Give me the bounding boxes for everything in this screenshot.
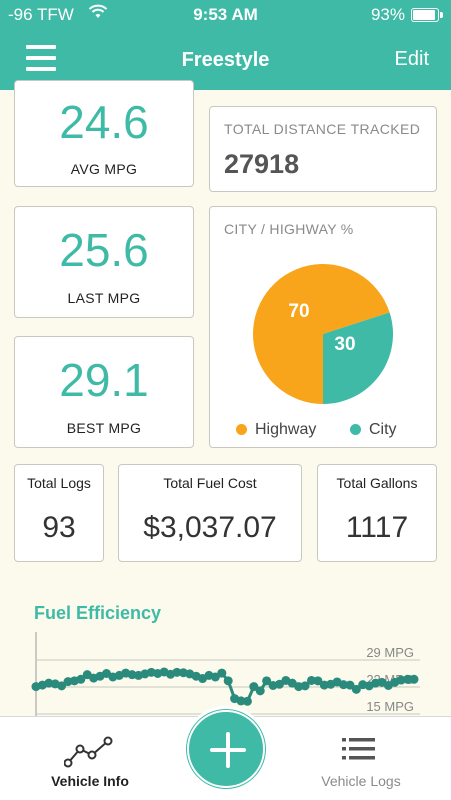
legend-city-dot (350, 424, 361, 436)
total-distance-value: 27918 (224, 149, 300, 179)
carrier-label: -96 TFW (8, 5, 74, 24)
data-point (249, 682, 259, 692)
data-point (306, 675, 316, 685)
best-mpg-card: 29.1 BEST MPG (14, 336, 194, 448)
data-point (313, 676, 323, 686)
total-distance-label: TOTAL DISTANCE TRACKED (224, 121, 421, 137)
total-gallons-value: 1117 (345, 511, 409, 544)
data-point (403, 674, 413, 684)
data-point (262, 676, 272, 686)
data-point (172, 667, 182, 677)
last-mpg-value: 25.6 (59, 224, 149, 276)
data-point (409, 674, 419, 684)
data-point (300, 681, 310, 691)
data-point (76, 674, 86, 684)
pie-highway-pct: 70 (288, 301, 309, 322)
data-point (217, 668, 227, 678)
pie-slice-highway (253, 264, 390, 404)
edit-button[interactable]: Edit (394, 48, 429, 70)
pie-slice-city (323, 312, 393, 404)
battery-percent: 93% (370, 5, 405, 24)
data-point (236, 696, 246, 706)
total-fuel-cost-value: $3,037.07 (143, 511, 277, 544)
hamburger-menu-icon[interactable] (26, 45, 56, 71)
total-logs-label: Total Logs (27, 475, 91, 491)
status-bar: -96 TFW 9:53 AM 93% (0, 0, 451, 30)
city-highway-label: CITY / HIGHWAY % (224, 221, 354, 237)
data-point (242, 696, 252, 706)
total-logs-value: 93 (42, 511, 76, 544)
total-logs-card: Total Logs 93 (14, 464, 104, 562)
page-title: Freestyle (181, 49, 270, 71)
total-distance-card: TOTAL DISTANCE TRACKED 27918 (209, 106, 437, 192)
best-mpg-label: BEST MPG (66, 420, 142, 436)
tab-vehicle-info[interactable]: Vehicle Info (0, 717, 180, 800)
best-mpg-value: 29.1 (59, 354, 149, 406)
city-highway-pie: 70 30 (253, 264, 393, 404)
pie-city-pct: 30 (334, 334, 355, 355)
y-tick-label: 15 MPG (366, 699, 414, 714)
avg-mpg-card: 24.6 AVG MPG (14, 80, 194, 187)
data-point (351, 684, 361, 694)
battery-icon (411, 8, 443, 22)
wifi-icon (88, 4, 108, 25)
last-mpg-card: 25.6 LAST MPG (14, 206, 194, 318)
legend-highway-dot (236, 424, 247, 436)
legend-city-label: City (369, 421, 397, 438)
line-chart-icon (64, 736, 113, 768)
plus-icon (187, 710, 265, 788)
avg-mpg-label: AVG MPG (70, 161, 138, 177)
y-tick-label: 29 MPG (366, 645, 414, 660)
legend-city: City (350, 421, 397, 439)
data-point (57, 681, 67, 691)
add-log-button[interactable] (183, 706, 269, 792)
clock: 9:53 AM (193, 5, 258, 24)
data-point (255, 686, 265, 696)
list-icon (342, 738, 375, 760)
city-highway-card: CITY / HIGHWAY % 70 30 Highway City (209, 206, 437, 448)
fuel-efficiency-title: Fuel Efficiency (34, 603, 162, 623)
tab-vehicle-logs[interactable]: Vehicle Logs (271, 717, 451, 800)
total-fuel-cost-label: Total Fuel Cost (163, 475, 257, 491)
tab-vehicle-logs-label: Vehicle Logs (321, 773, 401, 789)
total-gallons-card: Total Gallons 1117 (317, 464, 437, 562)
legend-highway: Highway (236, 421, 316, 439)
avg-mpg-value: 24.6 (59, 96, 149, 148)
data-point (223, 676, 233, 686)
total-fuel-cost-card: Total Fuel Cost $3,037.07 (118, 464, 302, 562)
data-point (339, 680, 349, 690)
data-point (345, 680, 355, 690)
nav-bar: Freestyle Edit (0, 30, 451, 90)
last-mpg-label: LAST MPG (67, 290, 141, 306)
total-gallons-label: Total Gallons (336, 475, 418, 491)
legend-highway-label: Highway (255, 421, 317, 438)
tab-vehicle-info-label: Vehicle Info (51, 773, 129, 789)
